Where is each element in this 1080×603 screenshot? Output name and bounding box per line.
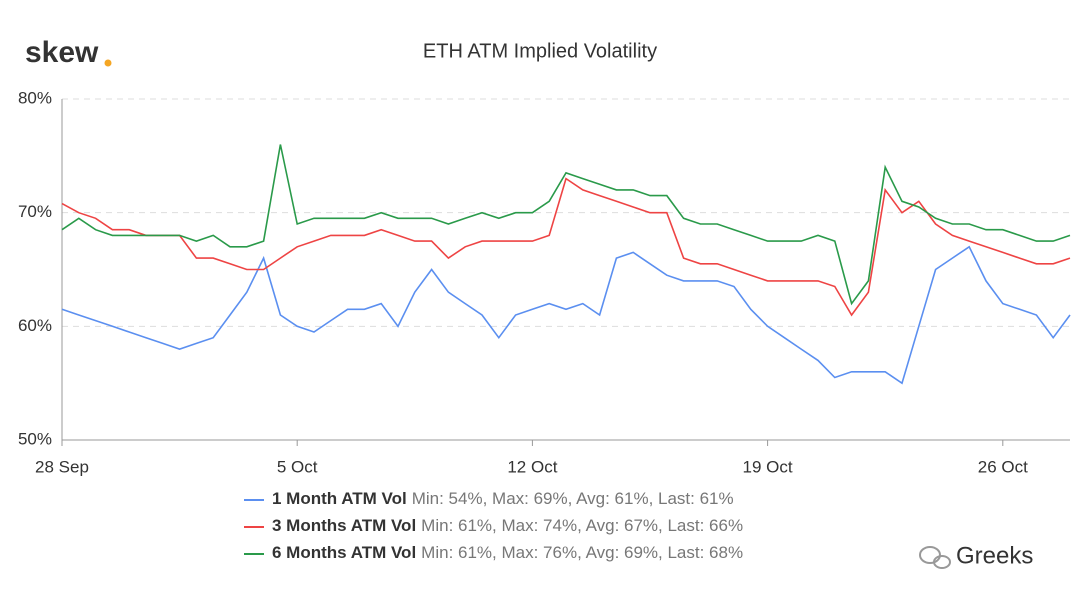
y-tick-label: 60% (18, 316, 52, 335)
legend-entry: 6 Months ATM Vol Min: 61%, Max: 76%, Avg:… (272, 543, 743, 562)
legend-stats: Min: 61%, Max: 74%, Avg: 67%, Last: 66% (421, 516, 743, 535)
series-line (61, 245, 1071, 385)
y-tick-label: 50% (18, 429, 52, 448)
x-tick-label: 26 Oct (978, 457, 1028, 476)
legend-stats: Min: 54%, Max: 69%, Avg: 61%, Last: 61% (412, 489, 734, 508)
legend-stats: Min: 61%, Max: 76%, Avg: 69%, Last: 68% (421, 543, 743, 562)
x-tick-label: 19 Oct (743, 457, 793, 476)
series-line (61, 177, 1071, 317)
chart-title: ETH ATM Implied Volatility (423, 40, 657, 62)
legend-entry: 1 Month ATM Vol Min: 54%, Max: 69%, Avg: … (272, 489, 734, 508)
x-tick-label: 5 Oct (277, 457, 318, 476)
y-tick-label: 80% (18, 88, 52, 107)
watermark-icon (919, 546, 951, 569)
logo: skew (25, 36, 99, 69)
x-tick-label: 12 Oct (507, 457, 557, 476)
legend-name: 3 Months ATM Vol (272, 516, 416, 535)
logo-dot (104, 59, 112, 67)
series-line (61, 144, 1071, 306)
legend-name: 1 Month ATM Vol (272, 489, 407, 508)
legend-name: 6 Months ATM Vol (272, 543, 416, 562)
legend-entry: 3 Months ATM Vol Min: 61%, Max: 74%, Avg:… (272, 516, 743, 535)
watermark: Greeks (956, 542, 1033, 569)
x-tick-label: 28 Sep (35, 457, 89, 476)
y-tick-label: 70% (18, 202, 52, 221)
